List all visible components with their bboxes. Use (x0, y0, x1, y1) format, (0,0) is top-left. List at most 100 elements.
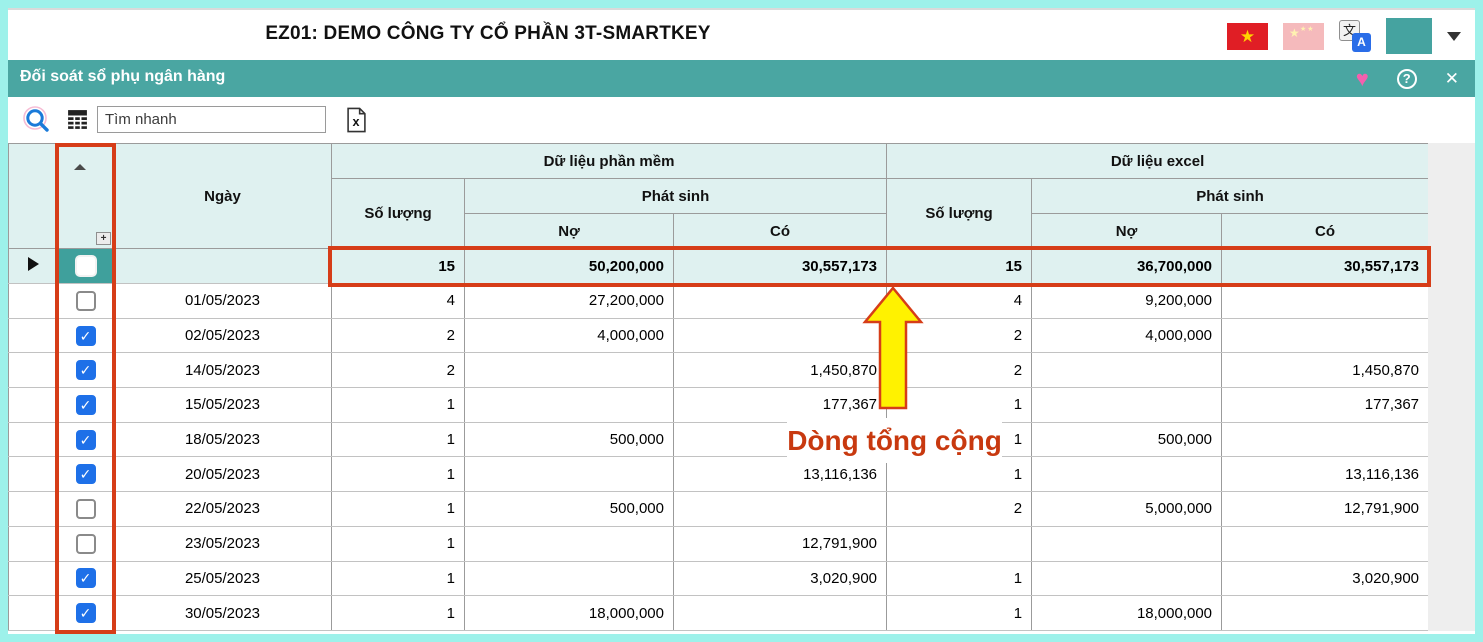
date-cell[interactable]: 18/05/2023 (113, 421, 332, 458)
row-checkbox[interactable]: ✓ (75, 603, 96, 624)
select-all-column-header[interactable]: + (57, 143, 114, 249)
sw-qty-cell: 1 (331, 595, 465, 631)
page-title: Đối soát sổ phụ ngân hàng (20, 68, 226, 85)
row-checkbox-cell[interactable]: ✓ (57, 387, 114, 423)
svg-text:x: x (352, 115, 359, 129)
translate-icon[interactable]: 文 A (1339, 20, 1371, 52)
row-checkbox-cell[interactable]: ✓ (57, 421, 114, 458)
current-row-indicator (8, 248, 58, 284)
excel-export-icon[interactable]: x (346, 107, 367, 133)
row-checkbox[interactable]: ✓ (75, 568, 96, 589)
date-cell[interactable]: 01/05/2023 (113, 283, 332, 319)
search-icon[interactable] (22, 105, 52, 135)
table-row[interactable]: 01/05/2023 4 27,200,000 4 9,200,000 (8, 283, 1430, 319)
table-row[interactable]: ✓ 02/05/2023 2 4,000,000 2 4,000,000 (8, 317, 1430, 354)
sort-icon[interactable] (73, 144, 98, 170)
ex-qty-cell (886, 525, 1033, 562)
sw-credit-cell (672, 283, 888, 319)
row-checkbox[interactable]: ✓ (75, 325, 96, 346)
col-header-ex-credit[interactable]: Có (1221, 213, 1430, 249)
sw-qty-cell: 1 (331, 421, 465, 458)
date-cell[interactable]: 25/05/2023 (113, 560, 332, 597)
row-checkbox-cell[interactable]: ✓ (57, 456, 114, 493)
column-plus-button[interactable]: + (96, 232, 111, 245)
date-cell[interactable]: 23/05/2023 (113, 525, 332, 562)
titlebar: EZ01: DEMO CÔNG TY CỔ PHẦN 3T-SMARTKEY ★… (8, 8, 1475, 60)
sw-qty-cell: 1 (331, 525, 465, 562)
ex-qty-cell: 1 (886, 387, 1033, 423)
sw-qty-cell: 1 (331, 560, 465, 597)
row-indicator (8, 456, 58, 493)
date-cell[interactable]: 22/05/2023 (113, 491, 332, 527)
row-checkbox-cell[interactable]: ✓ (57, 595, 114, 631)
ex-qty-cell: 1 (886, 456, 1033, 493)
table-row[interactable]: ✓ 20/05/2023 1 13,116,136 1 13,116,136 (8, 456, 1430, 493)
sw-credit-cell: 1,450,870 (672, 352, 888, 389)
row-checkbox[interactable]: ✓ (75, 360, 96, 381)
table-row[interactable]: ✓ 15/05/2023 1 177,367 1 177,367 (8, 387, 1430, 423)
ex-credit-cell: 3,020,900 (1221, 560, 1430, 597)
col-header-sw-debit[interactable]: Nợ (464, 213, 674, 249)
col-header-ex-quantity[interactable]: Số lượng (886, 178, 1033, 249)
search-input[interactable] (97, 106, 326, 133)
select-all-cell[interactable] (57, 248, 114, 284)
row-checkbox-cell[interactable]: ✓ (57, 352, 114, 389)
table-row[interactable]: ✓ 25/05/2023 1 3,020,900 1 3,020,900 (8, 560, 1430, 597)
help-icon[interactable]: ? (1396, 68, 1417, 89)
reconciliation-table: + Ngày Dữ liệu phần mềm Dữ liệu excel Số… (8, 143, 1430, 631)
group-header-excel: Dữ liệu excel (886, 143, 1430, 179)
table-row[interactable]: 23/05/2023 1 12,791,900 (8, 525, 1430, 562)
row-checkbox-cell[interactable] (57, 491, 114, 527)
ex-debit-cell: 18,000,000 (1031, 595, 1223, 631)
theme-color-swatch[interactable] (1386, 18, 1432, 54)
heart-icon[interactable]: ♥ (1355, 65, 1369, 91)
date-cell[interactable]: 15/05/2023 (113, 387, 332, 423)
date-cell[interactable]: 20/05/2023 (113, 456, 332, 493)
total-ex-debit: 36,700,000 (1031, 248, 1223, 284)
date-cell[interactable]: 02/05/2023 (113, 317, 332, 354)
total-row[interactable]: 15 50,200,000 30,557,173 15 36,700,000 3… (8, 248, 1430, 284)
ex-debit-cell (1031, 560, 1223, 597)
close-icon[interactable]: ✕ (1444, 68, 1459, 88)
table-row[interactable]: ✓ 14/05/2023 2 1,450,870 2 1,450,870 (8, 352, 1430, 389)
row-checkbox[interactable] (75, 498, 96, 519)
ex-credit-cell (1221, 283, 1430, 319)
row-indicator (8, 283, 58, 319)
select-all-checkbox[interactable] (74, 255, 97, 277)
row-checkbox-cell[interactable] (57, 283, 114, 319)
col-header-date[interactable]: Ngày (113, 143, 332, 249)
ex-qty-cell: 1 (886, 595, 1033, 631)
calculator-icon[interactable] (66, 108, 89, 131)
group-header-software: Dữ liệu phần mềm (330, 143, 888, 179)
sw-debit-cell: 500,000 (464, 491, 674, 527)
china-flag-icon[interactable]: ★ ★★ (1283, 22, 1324, 50)
sw-credit-cell: 13,116,136 (672, 456, 888, 493)
vietnam-flag-icon[interactable]: ★ (1227, 22, 1268, 50)
ex-debit-cell: 5,000,000 (1031, 491, 1223, 527)
row-checkbox[interactable] (75, 533, 96, 554)
col-header-sw-credit[interactable]: Có (672, 213, 888, 249)
sw-debit-cell: 18,000,000 (464, 595, 674, 631)
ex-debit-cell: 500,000 (1031, 421, 1223, 458)
row-checkbox-cell[interactable]: ✓ (57, 317, 114, 354)
row-checkbox-cell[interactable]: ✓ (57, 560, 114, 597)
table-row[interactable]: 22/05/2023 1 500,000 2 5,000,000 12,791,900 (8, 491, 1430, 527)
row-checkbox[interactable]: ✓ (75, 464, 96, 485)
row-checkbox[interactable]: ✓ (75, 429, 96, 450)
date-cell[interactable]: 14/05/2023 (113, 352, 332, 389)
table-row[interactable]: ✓ 18/05/2023 1 500,000 1 500,000 (8, 421, 1430, 458)
row-checkbox-cell[interactable] (57, 525, 114, 562)
table-row[interactable]: ✓ 30/05/2023 1 18,000,000 1 18,000,000 (8, 595, 1430, 631)
row-indicator (8, 491, 58, 527)
row-indicator-header (8, 143, 58, 249)
date-cell[interactable]: 30/05/2023 (113, 595, 332, 631)
row-checkbox[interactable]: ✓ (75, 394, 96, 415)
col-header-sw-quantity[interactable]: Số lượng (331, 178, 465, 249)
chevron-down-icon[interactable] (1447, 31, 1461, 41)
row-checkbox[interactable] (75, 290, 96, 311)
ex-qty-cell: 1 (886, 560, 1033, 597)
ex-credit-cell (1221, 317, 1430, 354)
col-header-ex-debit[interactable]: Nợ (1031, 213, 1223, 249)
total-date-cell (113, 248, 332, 284)
col-header-sw-phatsinh: Phát sinh (463, 178, 888, 214)
